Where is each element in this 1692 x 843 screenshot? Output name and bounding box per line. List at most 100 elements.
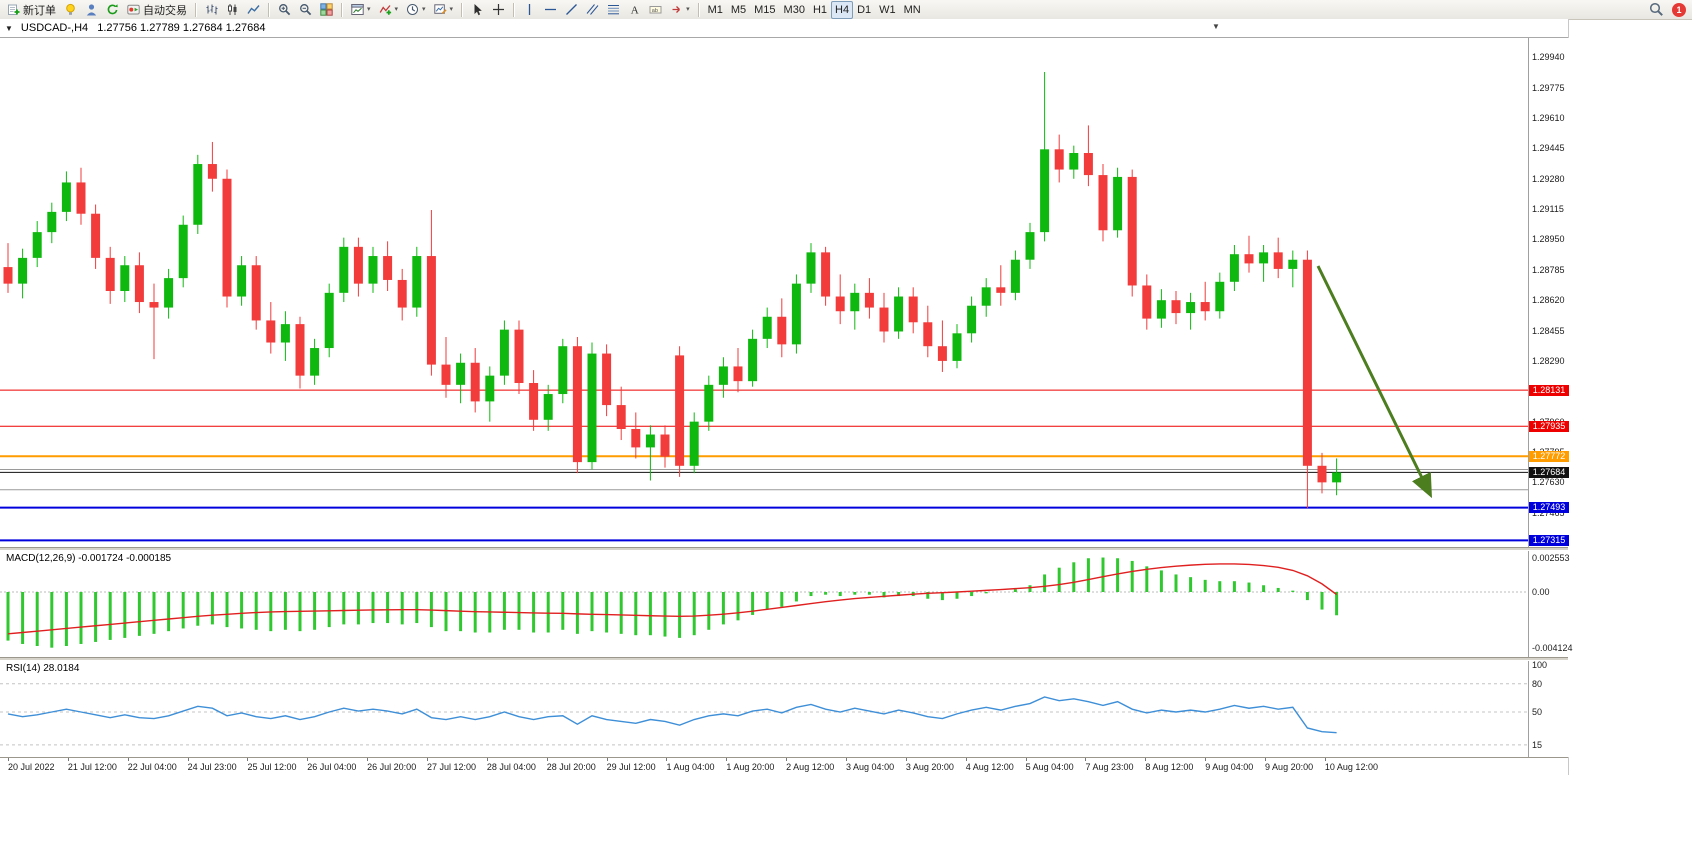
price-chart[interactable] [0,38,1528,548]
new-order-button[interactable]: 新订单 [3,1,60,19]
bull-candle[interactable] [178,224,188,279]
bear-candle[interactable] [295,324,305,376]
bull-candle[interactable] [1215,281,1225,312]
bull-candle[interactable] [1069,153,1079,170]
bull-candle[interactable] [748,338,758,382]
profiles-button[interactable] [81,1,102,19]
text-label-button[interactable]: ab [645,1,666,19]
bull-candle[interactable] [499,329,509,376]
bull-candle[interactable] [1259,252,1269,264]
bull-candle[interactable] [791,283,801,345]
bull-candle[interactable] [193,164,203,225]
bull-candle[interactable] [981,287,991,306]
crosshair-button[interactable] [488,1,509,19]
chart-shift-marker-icon[interactable]: ▼ [1212,22,1220,31]
bull-candle[interactable] [1040,149,1050,233]
time-axis[interactable]: 20 Jul 2022 21 Jul 12:00 22 Jul 04:00 24 Ju… [0,757,1568,776]
bull-candle[interactable] [485,375,495,402]
panel-separator[interactable] [0,547,1568,551]
candlestick-chart-button[interactable] [222,1,243,19]
bull-candle[interactable] [61,182,71,212]
bull-candle[interactable] [718,366,728,385]
bear-candle[interactable] [864,292,874,308]
bear-candle[interactable] [1317,465,1327,483]
bull-candle[interactable] [587,353,597,463]
bear-candle[interactable] [660,434,670,457]
zoom-out-button[interactable] [295,1,316,19]
bear-candle[interactable] [207,164,217,179]
bull-candle[interactable] [237,265,247,297]
trendline-button[interactable] [561,1,582,19]
bull-candle[interactable] [1229,254,1239,282]
notification-badge[interactable]: 1 [1672,2,1686,17]
bull-candle[interactable] [324,292,334,349]
bull-candle[interactable] [952,333,962,361]
timeframe-m5-button[interactable]: M5 [727,1,750,19]
cursor-button[interactable] [467,1,488,19]
timeframe-mn-button[interactable]: MN [900,1,925,19]
bear-candle[interactable] [3,267,13,284]
bear-candle[interactable] [1244,254,1254,264]
bull-candle[interactable] [339,246,349,293]
bear-candle[interactable] [91,213,101,258]
vertical-line-button[interactable] [519,1,540,19]
bull-candle[interactable] [543,394,553,420]
bear-candle[interactable] [835,296,845,312]
horizontal-line-button[interactable] [540,1,561,19]
bear-candle[interactable] [1273,252,1283,269]
bull-candle[interactable] [120,265,130,291]
bull-candle[interactable] [456,362,466,385]
bull-candle[interactable] [645,434,655,448]
panel-separator[interactable] [0,657,1568,661]
search-icon[interactable] [1649,2,1664,17]
bear-candle[interactable] [879,307,889,332]
bear-candle[interactable] [514,329,524,383]
zoom-in-button[interactable] [274,1,295,19]
bull-candle[interactable] [18,257,28,284]
bull-candle[interactable] [1113,176,1123,231]
indicators-button[interactable]: ▾ [375,1,403,19]
bull-candle[interactable] [689,421,699,466]
bear-candle[interactable] [266,320,276,343]
bull-candle[interactable] [1156,300,1166,319]
bear-candle[interactable] [529,383,539,420]
bull-candle[interactable] [806,252,816,284]
timeframe-d1-button[interactable]: D1 [853,1,875,19]
timeframe-m1-button[interactable]: M1 [704,1,727,19]
line-chart-button[interactable] [243,1,264,19]
price-scale[interactable]: 1.29940 1.29775 1.29610 1.29445 1.29280 1.291… [1528,38,1573,757]
bull-candle[interactable] [1288,259,1298,269]
bear-candle[interactable] [383,256,393,280]
bear-candle[interactable] [76,182,86,214]
bull-candle[interactable] [310,348,320,376]
refresh-button[interactable] [102,1,123,19]
trend-arrow-annotation[interactable] [1316,265,1432,499]
bull-candle[interactable] [1010,259,1020,293]
bear-candle[interactable] [426,256,436,365]
bear-candle[interactable] [1127,176,1137,286]
bear-candle[interactable] [631,429,641,448]
bear-candle[interactable] [134,265,144,303]
bear-candle[interactable] [777,316,787,345]
bear-candle[interactable] [937,346,947,361]
arrows-button[interactable]: ▾ [666,1,694,19]
bear-candle[interactable] [616,405,626,429]
bear-candle[interactable] [923,322,933,347]
bull-candle[interactable] [850,292,860,312]
bear-candle[interactable] [908,296,918,323]
bear-candle[interactable] [441,364,451,385]
bull-candle[interactable] [412,256,422,308]
bear-candle[interactable] [1200,302,1210,312]
timeframe-m30-button[interactable]: M30 [780,1,809,19]
collapse-panel-icon[interactable]: ▼ [5,23,13,33]
fibonacci-button[interactable] [603,1,624,19]
timeframe-m15-button[interactable]: M15 [750,1,779,19]
periods-button[interactable]: ▾ [402,1,430,19]
timeframe-w1-button[interactable]: W1 [875,1,900,19]
bull-candle[interactable] [32,232,42,258]
bear-candle[interactable] [1171,300,1181,314]
bear-candle[interactable] [251,265,261,321]
templates-button[interactable]: ▾ [430,1,458,19]
bull-candle[interactable] [894,296,904,332]
bear-candle[interactable] [1083,153,1093,176]
